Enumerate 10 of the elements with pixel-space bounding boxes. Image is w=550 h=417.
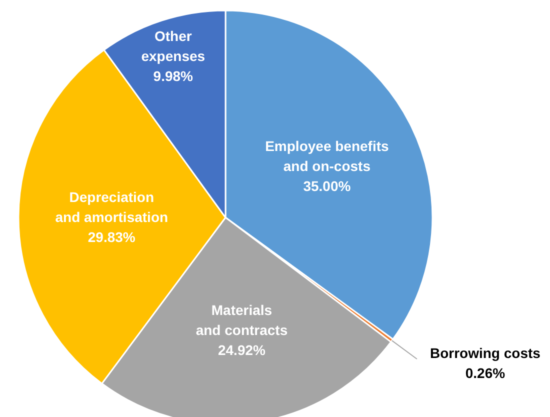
slice-label: Other expenses [141, 28, 206, 64]
slice-label: Employee benefits and on-costs [265, 138, 390, 174]
data-label: 0.26% [465, 365, 506, 382]
slice-label: Materials and contracts [196, 302, 288, 338]
slice-label: Borrowing costs [430, 345, 541, 362]
data-label: 9.98% [153, 68, 194, 84]
data-label: 24.92% [218, 342, 266, 358]
slice-label: Depreciation and amortisation [55, 188, 168, 225]
data-label: 29.83% [88, 228, 136, 245]
data-label: 35.00% [303, 178, 352, 194]
